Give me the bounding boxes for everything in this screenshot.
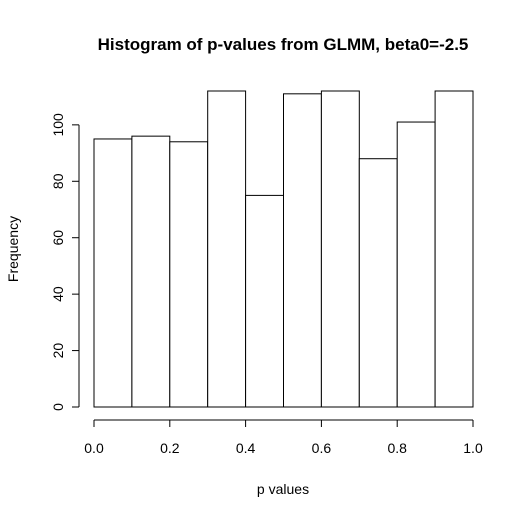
histogram-bar-3 [207, 90, 247, 408]
x-tick-label-4: 0.8 [387, 440, 407, 456]
x-tick-label-2: 0.4 [236, 440, 256, 456]
histogram-bar-4 [245, 194, 285, 408]
y-tick-label-0: 0 [50, 403, 66, 411]
x-axis-label: p values [257, 481, 309, 497]
histogram-bar-5 [283, 93, 322, 408]
bars-group [93, 90, 474, 408]
chart-title: Histogram of p-values from GLMM, beta0=-… [98, 35, 469, 54]
x-tick-label-1: 0.2 [160, 440, 180, 456]
histogram-bar-7 [358, 158, 398, 408]
histogram-bar-6 [320, 90, 360, 408]
x-tick-label-5: 1.0 [463, 440, 483, 456]
y-tick-label-4: 80 [50, 173, 66, 189]
histogram-bar-1 [131, 135, 171, 408]
histogram-bar-0 [93, 138, 133, 408]
x-tick-label-3: 0.6 [312, 440, 332, 456]
y-tick-label-1: 20 [50, 343, 66, 359]
y-tick-label-5: 100 [50, 113, 66, 137]
y-tick-label-2: 40 [50, 286, 66, 302]
y-axis: 0 20 40 60 80 100 [50, 113, 80, 411]
histogram-bar-8 [396, 121, 436, 408]
x-axis: 0.0 0.2 0.4 0.6 0.8 1.0 [84, 419, 483, 456]
y-tick-label-3: 60 [50, 230, 66, 246]
histogram-bar-9 [434, 90, 474, 408]
x-tick-label-0: 0.0 [84, 440, 104, 456]
y-axis-label: Frequency [5, 216, 21, 282]
histogram-bar-2 [169, 141, 209, 408]
